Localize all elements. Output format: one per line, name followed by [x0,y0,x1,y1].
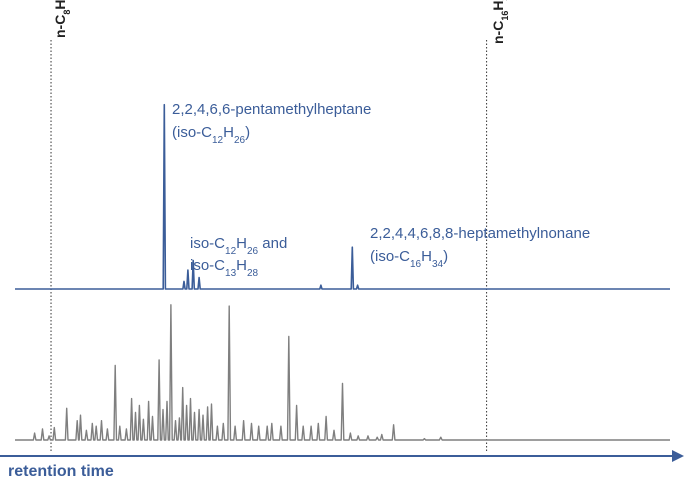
peak-0-0 [164,104,165,105]
peak-1-51 [334,430,335,431]
annotation-heptamethylnonane: 2,2,4,4,6,8,8-heptamethylnonane [370,225,590,242]
peak-1-6 [80,415,81,416]
peak-1-11 [107,429,108,430]
peak-0-5 [320,285,321,286]
peak-1-0 [34,433,35,434]
peak-1-14 [126,429,127,430]
peak-1-28 [186,405,187,406]
peak-1-33 [207,406,208,407]
peak-0-7 [357,285,358,286]
peak-1-25 [175,420,176,421]
peak-0-1 [184,281,185,282]
peak-1-31 [199,409,200,410]
bottom-trace [15,304,670,441]
annotation-iso-c13: iso-C13H28 [190,257,259,279]
peak-1-59 [424,438,425,439]
peak-1-49 [318,423,319,424]
peak-1-57 [381,434,382,435]
peak-1-60 [440,437,441,438]
peak-1-39 [243,420,244,421]
top-trace [15,103,670,290]
peak-1-45 [288,336,289,337]
peak-1-18 [143,419,144,420]
peak-1-35 [217,426,218,427]
peak-1-54 [358,435,359,436]
peak-1-32 [203,415,204,416]
peak-1-13 [119,426,120,427]
peak-1-27 [182,387,183,388]
peak-1-58 [393,424,394,425]
peak-1-12 [115,365,116,366]
peak-1-53 [350,433,351,434]
annotation-pentamethylheptane-formula: (iso-C12H26) [172,124,250,146]
peak-1-1 [42,429,43,430]
peak-1-43 [271,423,272,424]
peak-1-37 [229,306,230,307]
peak-1-29 [190,398,191,399]
peak-1-52 [342,383,343,384]
peak-1-4 [66,408,67,409]
ref-label-n-c8h18: n-C8H18 [52,0,72,38]
peak-1-41 [258,426,259,427]
peak-1-47 [303,426,304,427]
peak-1-5 [77,420,78,421]
peak-1-9 [96,426,97,427]
annotation-pentamethylheptane: 2,2,4,6,6-pentamethylheptane [172,101,371,118]
peak-1-20 [152,416,153,417]
peak-1-30 [194,412,195,413]
peak-1-19 [148,401,149,402]
x-axis-label: retention time [8,463,114,480]
peak-1-38 [235,426,236,427]
peak-1-8 [92,423,93,424]
peak-1-34 [211,404,212,405]
peak-1-40 [251,423,252,424]
peak-1-21 [159,360,160,361]
peak-1-44 [280,426,281,427]
peak-0-2 [187,270,188,271]
peak-1-17 [139,405,140,406]
reference-markers [50,40,488,452]
ref-label-n-c16h34: n-C16H34 [490,0,510,44]
peak-1-15 [131,398,132,399]
peak-1-22 [163,409,164,410]
annotation-heptamethylnonane-formula: (iso-C16H34) [370,248,448,270]
peak-1-23 [167,401,168,402]
peak-1-36 [223,423,224,424]
peak-1-50 [326,416,327,417]
peak-0-4 [199,277,200,278]
peak-1-26 [179,417,180,418]
peak-1-55 [368,435,369,436]
peak-1-48 [311,426,312,427]
peak-1-46 [296,405,297,406]
peak-1-2 [49,435,50,436]
peak-1-16 [135,412,136,413]
peak-1-24 [170,304,171,305]
peak-1-56 [377,437,378,438]
peak-1-10 [101,420,102,421]
annotation-iso-c12-and: iso-C12H26 and [190,235,287,257]
peak-0-6 [352,247,353,248]
peak-1-3 [54,427,55,428]
peak-1-42 [267,426,268,427]
axis-arrowhead [672,450,684,462]
peak-1-7 [86,430,87,431]
